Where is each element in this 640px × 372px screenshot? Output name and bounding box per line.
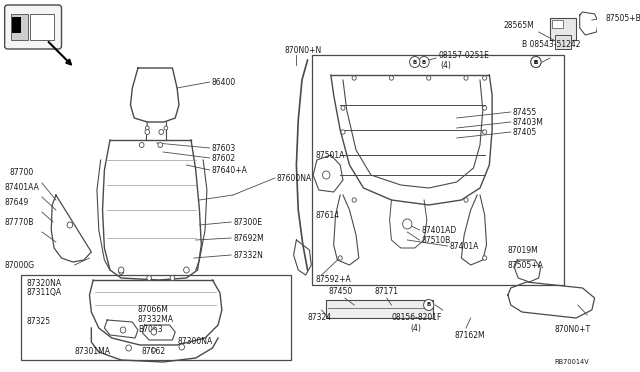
Circle shape bbox=[403, 219, 412, 229]
Text: 87332N: 87332N bbox=[233, 250, 263, 260]
Text: B: B bbox=[427, 302, 431, 308]
Text: 87300NA: 87300NA bbox=[177, 337, 212, 346]
Circle shape bbox=[184, 267, 189, 273]
Text: 87301MA: 87301MA bbox=[75, 347, 111, 356]
Text: 87162M: 87162M bbox=[455, 330, 486, 340]
Circle shape bbox=[145, 126, 149, 130]
Text: 87324: 87324 bbox=[308, 314, 332, 323]
Text: 87403M: 87403M bbox=[513, 118, 543, 126]
Circle shape bbox=[338, 256, 342, 260]
Text: 87450: 87450 bbox=[328, 288, 353, 296]
Circle shape bbox=[464, 198, 468, 202]
Text: 87614: 87614 bbox=[315, 211, 339, 219]
Text: 87505+B: 87505+B bbox=[606, 13, 640, 22]
Text: 86400: 86400 bbox=[212, 77, 236, 87]
Circle shape bbox=[179, 344, 184, 350]
Circle shape bbox=[67, 222, 73, 228]
Circle shape bbox=[352, 198, 356, 202]
Text: 87311QA: 87311QA bbox=[26, 288, 61, 296]
Text: 87062: 87062 bbox=[141, 347, 166, 356]
Text: 87770B: 87770B bbox=[4, 218, 34, 227]
Text: (4): (4) bbox=[441, 61, 452, 70]
Circle shape bbox=[118, 267, 124, 273]
Circle shape bbox=[427, 76, 431, 80]
Circle shape bbox=[464, 76, 468, 80]
Circle shape bbox=[140, 142, 144, 148]
Circle shape bbox=[164, 126, 168, 130]
Text: B: B bbox=[413, 60, 417, 64]
Text: 87640+A: 87640+A bbox=[212, 166, 248, 174]
Circle shape bbox=[147, 276, 152, 280]
Circle shape bbox=[145, 129, 150, 135]
Circle shape bbox=[483, 130, 486, 134]
Text: B 08543-51242: B 08543-51242 bbox=[522, 39, 580, 48]
Text: 87320NA: 87320NA bbox=[26, 279, 61, 288]
Bar bbox=[552, 20, 563, 28]
Circle shape bbox=[159, 129, 164, 135]
Text: B: B bbox=[534, 60, 538, 64]
Text: 87505+A: 87505+A bbox=[508, 260, 544, 269]
Text: 87603: 87603 bbox=[212, 144, 236, 153]
Circle shape bbox=[389, 76, 394, 80]
Text: 87405: 87405 bbox=[513, 128, 537, 137]
Text: 87692M: 87692M bbox=[233, 234, 264, 243]
Text: 87592+A: 87592+A bbox=[315, 276, 351, 285]
Text: RB70014V: RB70014V bbox=[554, 359, 589, 365]
Circle shape bbox=[152, 348, 156, 352]
Text: 87066M: 87066M bbox=[138, 305, 169, 314]
Text: 87171: 87171 bbox=[374, 288, 399, 296]
Text: 87401A: 87401A bbox=[449, 241, 479, 250]
Text: 870N0+T: 870N0+T bbox=[554, 326, 591, 334]
Circle shape bbox=[119, 269, 124, 275]
Circle shape bbox=[323, 171, 330, 179]
Text: 87602: 87602 bbox=[212, 154, 236, 163]
Text: (4): (4) bbox=[410, 324, 421, 333]
Bar bbox=[554, 35, 572, 49]
Text: 87000G: 87000G bbox=[4, 260, 35, 269]
Bar bbox=[312, 55, 564, 285]
Text: 08157-0251E: 08157-0251E bbox=[438, 51, 489, 60]
Circle shape bbox=[341, 106, 345, 110]
Text: 870N0+N: 870N0+N bbox=[284, 45, 321, 55]
Text: 87510B: 87510B bbox=[421, 235, 451, 244]
FancyBboxPatch shape bbox=[4, 5, 61, 49]
Text: 87455: 87455 bbox=[513, 108, 537, 116]
Bar bbox=[20, 275, 291, 360]
Text: 87401AA: 87401AA bbox=[4, 183, 40, 192]
Circle shape bbox=[126, 345, 131, 351]
Circle shape bbox=[531, 57, 541, 67]
Circle shape bbox=[483, 256, 486, 260]
Text: B7063: B7063 bbox=[138, 326, 163, 334]
Circle shape bbox=[483, 76, 486, 80]
Circle shape bbox=[424, 299, 434, 311]
Circle shape bbox=[410, 57, 420, 67]
Bar bbox=[326, 300, 433, 318]
Text: 87401AD: 87401AD bbox=[421, 225, 456, 234]
Text: B: B bbox=[534, 60, 538, 64]
Bar bbox=[550, 18, 576, 40]
Text: 87501A: 87501A bbox=[315, 151, 344, 160]
Text: B: B bbox=[422, 60, 426, 64]
Circle shape bbox=[419, 57, 429, 67]
Circle shape bbox=[352, 76, 356, 80]
Bar bbox=[30, 14, 54, 40]
Text: 87019M: 87019M bbox=[508, 246, 539, 254]
Text: 87325: 87325 bbox=[26, 317, 50, 327]
Text: 87332MA: 87332MA bbox=[138, 315, 174, 324]
Text: 87600NA: 87600NA bbox=[277, 173, 312, 183]
Text: 28565M: 28565M bbox=[503, 20, 534, 29]
Bar bbox=[11, 14, 28, 40]
Text: 87649: 87649 bbox=[4, 198, 29, 206]
Circle shape bbox=[170, 276, 175, 280]
Circle shape bbox=[151, 329, 157, 335]
Bar bbox=[12, 17, 21, 33]
Circle shape bbox=[120, 327, 126, 333]
Text: 87300E: 87300E bbox=[233, 218, 262, 227]
Text: 87700: 87700 bbox=[10, 167, 33, 176]
Circle shape bbox=[158, 142, 163, 148]
Circle shape bbox=[531, 57, 541, 67]
Circle shape bbox=[483, 106, 486, 110]
Text: 08156-8201F: 08156-8201F bbox=[392, 314, 442, 323]
Circle shape bbox=[341, 130, 345, 134]
